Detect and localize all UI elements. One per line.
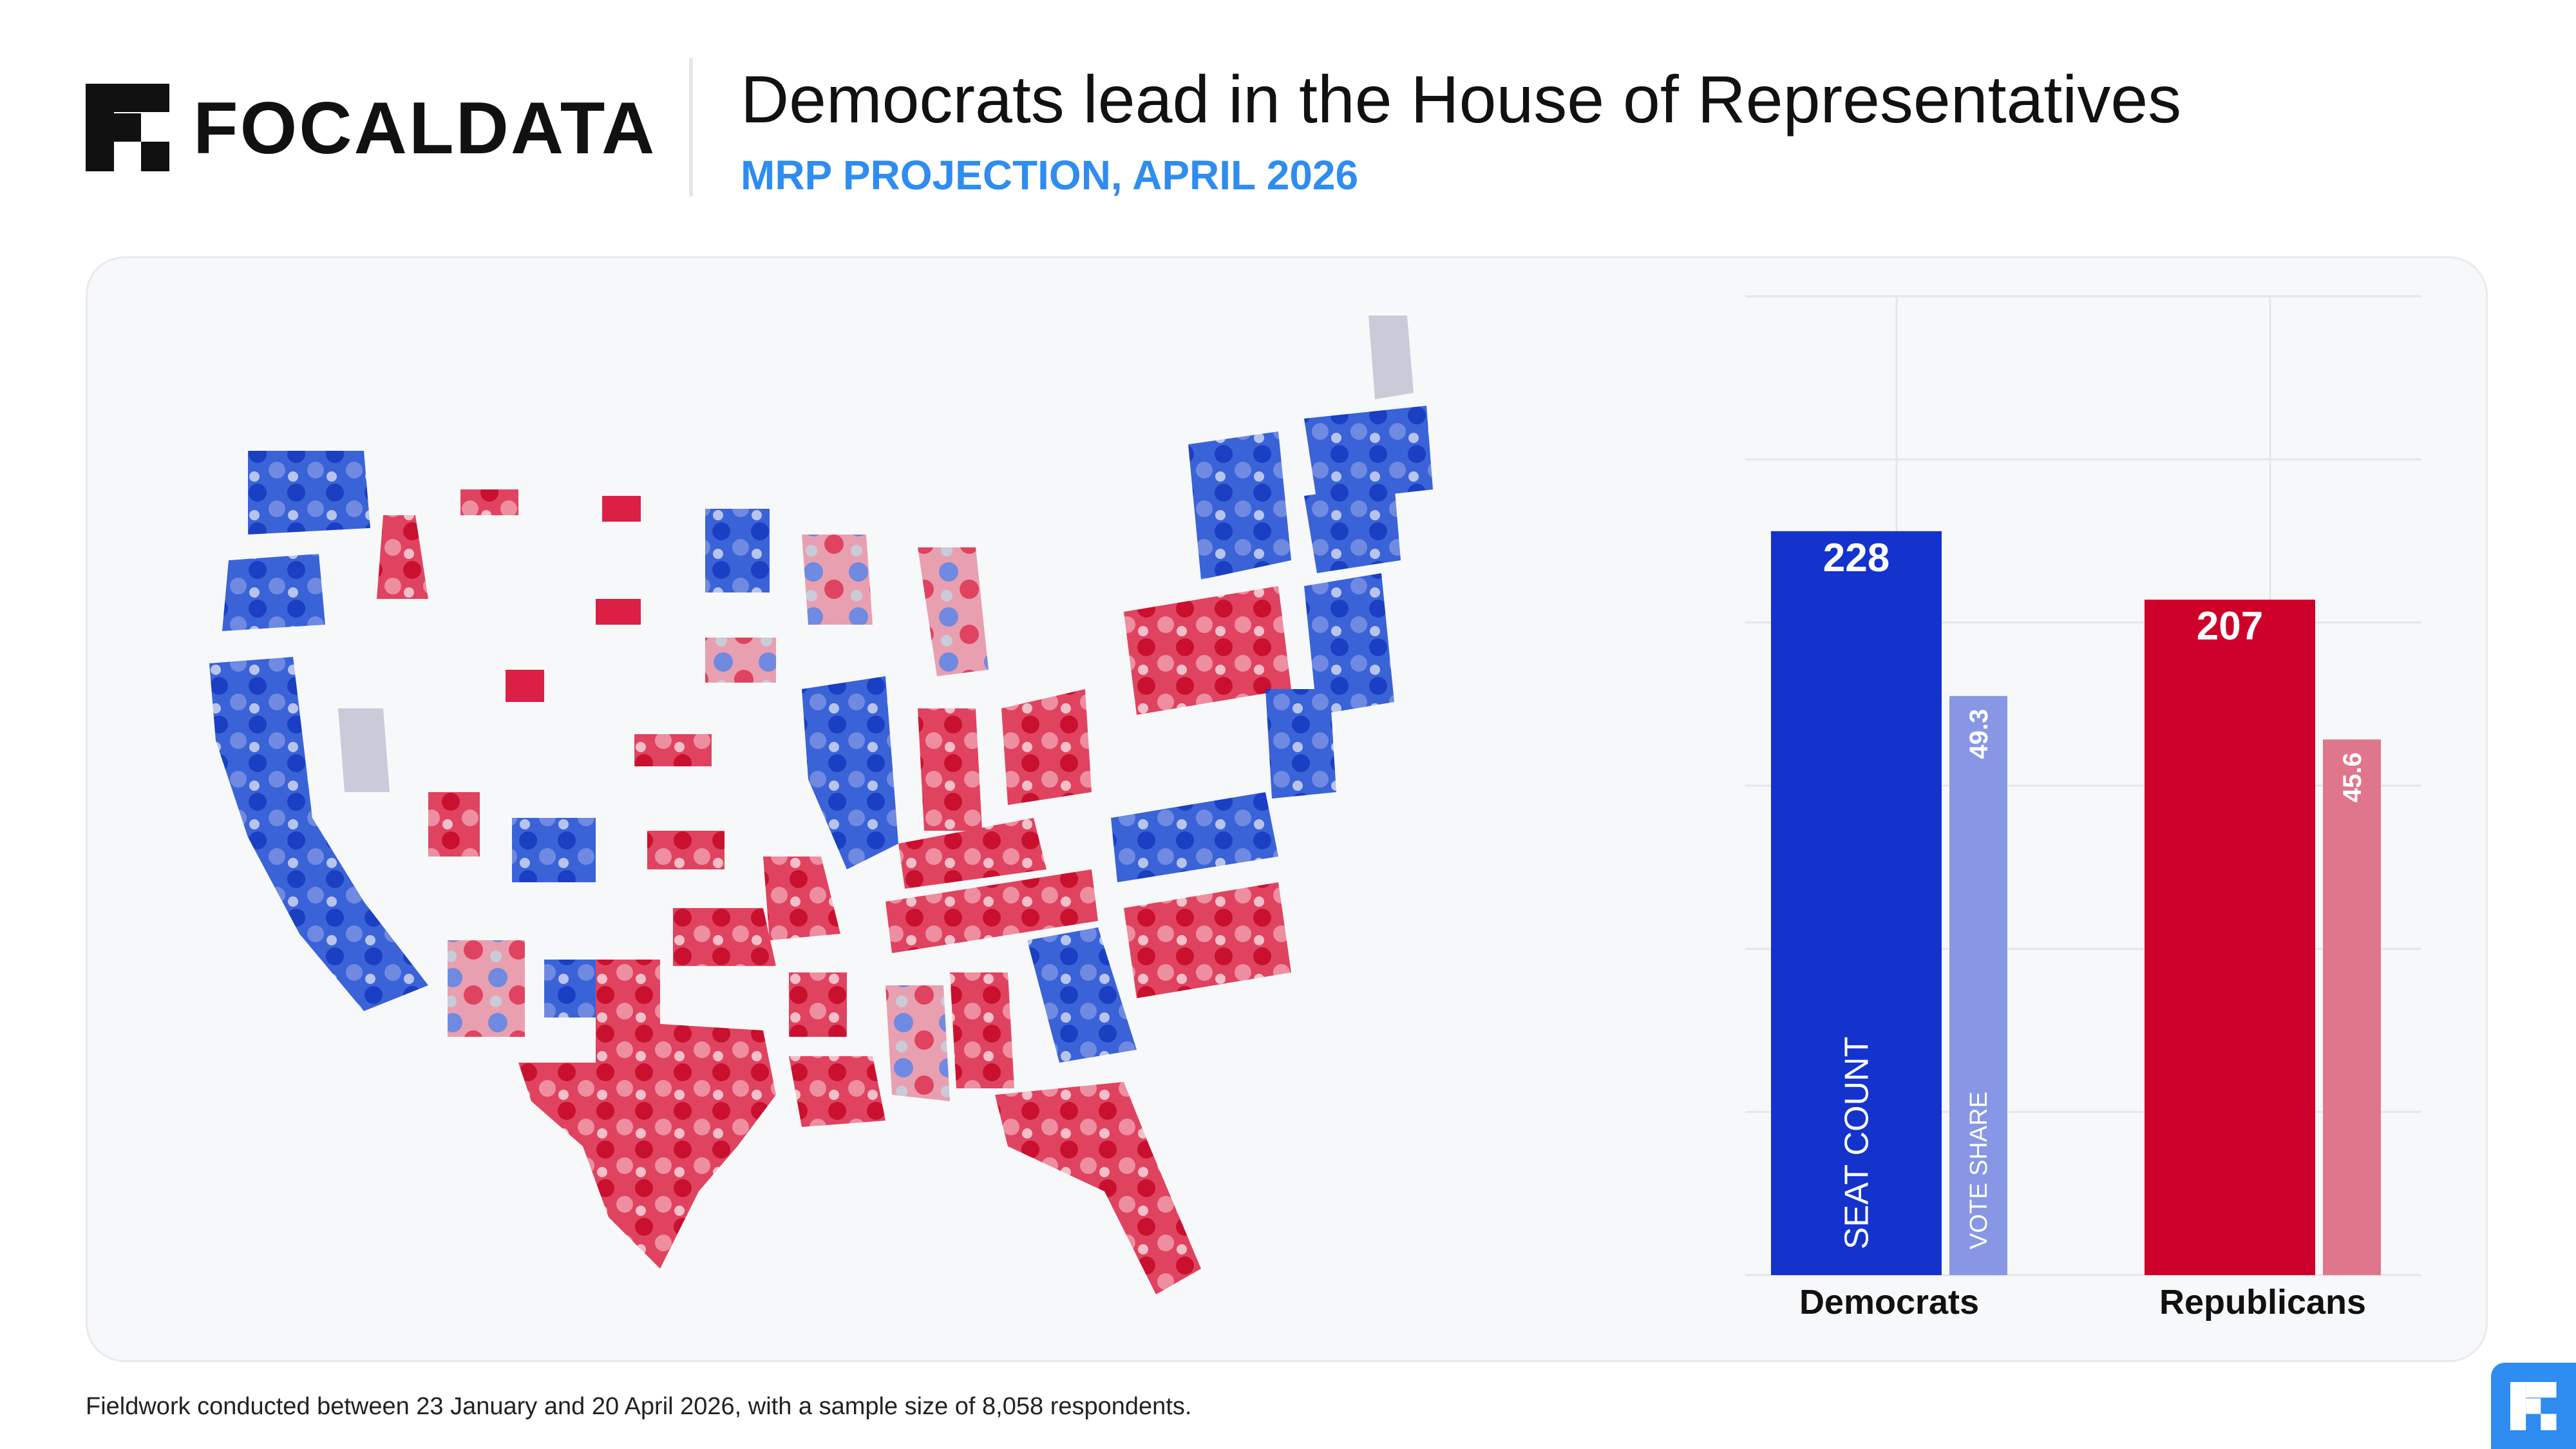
series-label-seat-count: SEAT COUNT (1839, 1037, 1876, 1249)
series-label-vote-share: VOTE SHARE (1965, 1092, 1993, 1249)
chart-bars: 228 49.3 SEAT COUNT VOTE SHARE Democrats 207 4… (1771, 531, 2381, 1321)
brand-name: FOCALDATA (193, 88, 657, 169)
house-projection-chart: 228 49.3 SEAT COUNT VOTE SHARE Democrats 207 4… (1726, 283, 2447, 1340)
vote-share-label-democrats: 49.3 (1965, 709, 1993, 759)
bar-vote-share-republicans (2323, 739, 2381, 1275)
bar-seat-count-republicans (2145, 600, 2315, 1276)
bar-vote-share-democrats (1949, 696, 2007, 1275)
content-panel (86, 256, 2488, 1362)
page-title: Democrats lead in the House of Represent… (741, 62, 2182, 137)
vote-share-label-republicans: 45.6 (2338, 752, 2367, 802)
us-district-map (171, 290, 1639, 1333)
bar-seat-count-democrats (1771, 531, 1942, 1275)
seat-count-label-republicans: 207 (2197, 604, 2263, 649)
category-label-republicans: Republicans (2159, 1283, 2366, 1321)
seat-count-label-democrats: 228 (1823, 536, 1889, 580)
us-district-map-graphic (209, 316, 1433, 1294)
page-subtitle: MRP PROJECTION, APRIL 2026 (741, 152, 1359, 198)
category-label-democrats: Democrats (1799, 1283, 1979, 1321)
header-divider (689, 58, 693, 196)
bar-chart: 228 49.3 SEAT COUNT VOTE SHARE Democrats 207 4… (1745, 295, 2421, 1321)
focaldata-corner-logo-icon (2491, 1363, 2576, 1449)
focaldata-logo-icon (86, 84, 169, 171)
footnote: Fieldwork conducted between 23 January a… (86, 1393, 1192, 1420)
